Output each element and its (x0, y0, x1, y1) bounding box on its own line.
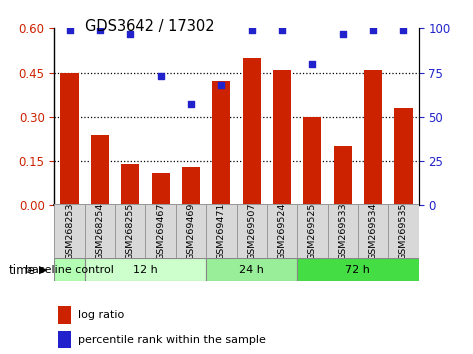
Bar (176, 204, 206, 258)
Bar (182, 167, 200, 205)
Text: GSM268255: GSM268255 (126, 202, 135, 260)
Point (66, 27, 73, 33)
Text: 24 h: 24 h (239, 265, 264, 275)
Text: GSM269507: GSM269507 (247, 202, 256, 260)
Text: GSM269535: GSM269535 (399, 202, 408, 260)
Bar (358, 204, 388, 258)
Bar (243, 58, 261, 205)
Bar (394, 108, 412, 205)
Bar (206, 258, 297, 281)
Bar (85, 258, 206, 281)
Bar (145, 204, 176, 258)
Bar (151, 173, 170, 205)
Point (248, 27, 255, 33)
Text: GSM269534: GSM269534 (368, 202, 377, 260)
Bar (85, 204, 115, 258)
Bar (303, 117, 322, 205)
Bar (388, 204, 419, 258)
Text: GSM268253: GSM268253 (65, 202, 74, 260)
Text: ▶: ▶ (39, 265, 47, 275)
Bar (212, 81, 230, 205)
Bar (61, 73, 79, 205)
Text: log ratio: log ratio (78, 310, 124, 320)
Point (126, 31, 134, 36)
Point (308, 61, 316, 67)
Text: GSM269524: GSM269524 (278, 202, 287, 260)
Point (157, 73, 165, 79)
Text: percentile rank within the sample: percentile rank within the sample (78, 335, 266, 344)
Bar (91, 135, 109, 205)
Text: baseline control: baseline control (25, 265, 114, 275)
Point (96, 27, 104, 33)
Text: GSM268254: GSM268254 (96, 202, 105, 260)
Text: GSM269471: GSM269471 (217, 202, 226, 260)
Point (369, 27, 377, 33)
Bar (58, 306, 71, 324)
Point (187, 102, 195, 107)
Text: 12 h: 12 h (133, 265, 158, 275)
Text: GSM269469: GSM269469 (186, 202, 195, 260)
Point (400, 27, 407, 33)
Bar (297, 204, 327, 258)
Bar (273, 70, 291, 205)
Bar (327, 204, 358, 258)
Bar (54, 204, 85, 258)
Bar (206, 204, 236, 258)
Bar (115, 204, 146, 258)
Text: GSM269525: GSM269525 (308, 202, 317, 260)
Point (278, 27, 286, 33)
Bar (364, 70, 382, 205)
Text: GSM269467: GSM269467 (156, 202, 165, 260)
Bar (297, 258, 419, 281)
Text: 72 h: 72 h (345, 265, 370, 275)
Bar (58, 331, 71, 348)
Point (218, 82, 225, 88)
Text: time: time (9, 264, 35, 276)
Bar (121, 164, 140, 205)
Bar (236, 204, 267, 258)
Text: GDS3642 / 17302: GDS3642 / 17302 (85, 19, 215, 34)
Point (339, 31, 347, 36)
Bar (54, 258, 85, 281)
Text: GSM269533: GSM269533 (338, 202, 347, 260)
Bar (267, 204, 297, 258)
Bar (333, 146, 352, 205)
